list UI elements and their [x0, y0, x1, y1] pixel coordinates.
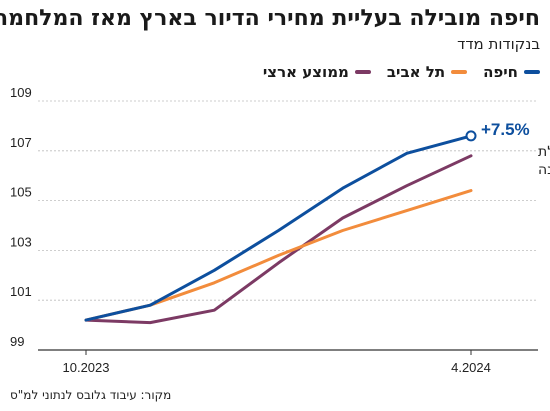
- end-point-marker: [465, 130, 477, 142]
- end-annotation: +7.5% מתחילת השנה: [465, 120, 550, 178]
- series-lines: [84, 134, 473, 325]
- annotation-text-line-2: השנה: [538, 162, 550, 178]
- chart-title: חיפה מובילה בעליית מחירי הדיור בארץ מאז …: [0, 6, 540, 31]
- legend-item-national-average: ממוצע ארצי: [263, 62, 371, 82]
- annotation-text-line-1: מתחילת: [538, 144, 550, 160]
- y-axis-ticks: 99 101 103 105 107 109: [10, 85, 32, 349]
- legend-label-national-average: ממוצע ארצי: [262, 63, 349, 81]
- annotation-value: +7.5%: [481, 120, 530, 139]
- legend-swatch-national-average: [354, 70, 371, 74]
- x-tick-label: 10.2023: [63, 360, 110, 375]
- y-tick-label: 103: [10, 234, 32, 249]
- legend-item-tel-aviv: תל אביב: [386, 62, 468, 82]
- y-tick-label: 107: [10, 135, 32, 150]
- legend-label-haifa: חיפה: [483, 63, 518, 81]
- y-tick-label: 99: [10, 334, 24, 349]
- y-tick-label: 109: [10, 85, 32, 100]
- x-axis-ticks: 10.2023 4.2024: [63, 350, 491, 375]
- legend-swatch-haifa: [524, 70, 540, 74]
- series-line-tel-aviv: [84, 189, 473, 322]
- y-tick-label: 105: [10, 185, 32, 200]
- y-tick-label: 101: [10, 284, 32, 299]
- legend-label-tel-aviv: תל אביב: [386, 63, 446, 81]
- chart-subtitle: בנקודות מדד: [457, 35, 540, 53]
- source-note: מקור: עיבוד גלובס לנתוני למ"ס: [10, 388, 172, 402]
- legend: חיפה תל אביב ממוצע ארצי: [263, 62, 540, 82]
- series-line-haifa: [84, 134, 473, 322]
- legend-item-haifa: חיפה: [483, 62, 540, 82]
- legend-swatch-tel-aviv: [451, 70, 468, 74]
- x-tick-label: 4.2024: [451, 360, 491, 375]
- series-line-national-average: [84, 154, 473, 325]
